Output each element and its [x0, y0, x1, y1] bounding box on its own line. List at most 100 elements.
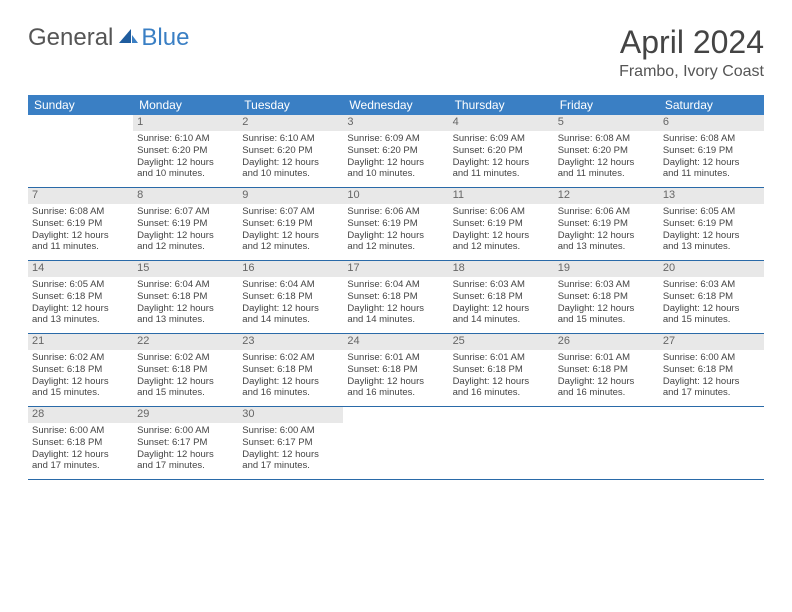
day-info-line: Sunset: 6:19 PM: [32, 218, 129, 230]
day-info-line: and 14 minutes.: [242, 314, 339, 326]
day-info-line: Sunrise: 6:00 AM: [137, 425, 234, 437]
day-number: 1: [133, 115, 238, 131]
day-info-line: and 11 minutes.: [453, 168, 550, 180]
day-cell: .: [28, 115, 133, 187]
day-info-line: Daylight: 12 hours: [663, 157, 760, 169]
day-info-line: and 11 minutes.: [663, 168, 760, 180]
day-cell: 19Sunrise: 6:03 AMSunset: 6:18 PMDayligh…: [554, 261, 659, 333]
week-row: 21Sunrise: 6:02 AMSunset: 6:18 PMDayligh…: [28, 334, 764, 407]
weekday-header-row: Sunday Monday Tuesday Wednesday Thursday…: [28, 95, 764, 115]
day-info-line: and 13 minutes.: [137, 314, 234, 326]
day-info-line: and 10 minutes.: [137, 168, 234, 180]
day-info-line: Sunrise: 6:02 AM: [242, 352, 339, 364]
day-info-line: Sunrise: 6:03 AM: [453, 279, 550, 291]
day-info-line: and 17 minutes.: [32, 460, 129, 472]
day-number: 5: [554, 115, 659, 131]
day-number: 21: [28, 334, 133, 350]
day-cell: 22Sunrise: 6:02 AMSunset: 6:18 PMDayligh…: [133, 334, 238, 406]
day-info-line: Sunrise: 6:10 AM: [242, 133, 339, 145]
weeks-container: .1Sunrise: 6:10 AMSunset: 6:20 PMDayligh…: [28, 115, 764, 480]
day-info-line: Daylight: 12 hours: [242, 157, 339, 169]
day-number: 23: [238, 334, 343, 350]
day-info-line: Daylight: 12 hours: [32, 449, 129, 461]
day-info-line: and 11 minutes.: [558, 168, 655, 180]
day-info-line: Daylight: 12 hours: [242, 449, 339, 461]
day-info-line: Daylight: 12 hours: [453, 303, 550, 315]
weekday-header: Thursday: [449, 95, 554, 115]
day-info-line: and 15 minutes.: [558, 314, 655, 326]
day-number: 8: [133, 188, 238, 204]
day-info-line: Daylight: 12 hours: [137, 303, 234, 315]
day-info-line: Sunset: 6:18 PM: [137, 291, 234, 303]
day-info-line: and 16 minutes.: [558, 387, 655, 399]
weekday-header: Friday: [554, 95, 659, 115]
day-cell: 14Sunrise: 6:05 AMSunset: 6:18 PMDayligh…: [28, 261, 133, 333]
day-info-line: and 14 minutes.: [453, 314, 550, 326]
day-info-line: and 12 minutes.: [242, 241, 339, 253]
day-cell: 27 Sunrise: 6:00 AMSunset: 6:18 PMDayligh…: [659, 334, 764, 406]
day-info-line: and 12 minutes.: [453, 241, 550, 253]
day-cell: 7Sunrise: 6:08 AMSunset: 6:19 PMDaylight…: [28, 188, 133, 260]
weekday-header: Wednesday: [343, 95, 448, 115]
day-number: 17: [343, 261, 448, 277]
day-info-line: and 13 minutes.: [663, 241, 760, 253]
day-info-line: Daylight: 12 hours: [663, 376, 760, 388]
day-cell: 3Sunrise: 6:09 AMSunset: 6:20 PMDaylight…: [343, 115, 448, 187]
day-cell: 21Sunrise: 6:02 AMSunset: 6:18 PMDayligh…: [28, 334, 133, 406]
week-row: 28Sunrise: 6:00 AMSunset: 6:18 PMDayligh…: [28, 407, 764, 480]
day-info-line: and 13 minutes.: [32, 314, 129, 326]
day-cell: .: [659, 407, 764, 479]
day-info-line: Sunset: 6:18 PM: [453, 291, 550, 303]
day-info-line: Daylight: 12 hours: [242, 230, 339, 242]
day-info-line: Sunrise: 6:07 AM: [137, 206, 234, 218]
day-info-line: Sunset: 6:20 PM: [558, 145, 655, 157]
logo-sail-icon: [117, 24, 139, 52]
day-info-line: and 13 minutes.: [558, 241, 655, 253]
day-number: 19: [554, 261, 659, 277]
day-info-line: Sunrise: 6:00 AM: [242, 425, 339, 437]
day-info-line: Sunset: 6:19 PM: [663, 218, 760, 230]
day-cell: 10Sunrise: 6:06 AMSunset: 6:19 PMDayligh…: [343, 188, 448, 260]
page-title: April 2024: [619, 24, 764, 61]
day-cell: 25Sunrise: 6:01 AMSunset: 6:18 PMDayligh…: [449, 334, 554, 406]
day-number: 27: [659, 334, 764, 350]
day-number: 25: [449, 334, 554, 350]
day-info-line: and 15 minutes.: [663, 314, 760, 326]
day-info-line: Daylight: 12 hours: [32, 230, 129, 242]
day-info-line: Daylight: 12 hours: [137, 376, 234, 388]
day-info-line: Daylight: 12 hours: [137, 449, 234, 461]
day-info-line: Daylight: 12 hours: [558, 157, 655, 169]
day-cell: 16Sunrise: 6:04 AMSunset: 6:18 PMDayligh…: [238, 261, 343, 333]
day-info-line: Sunrise: 6:00 AM: [663, 352, 760, 364]
day-info-line: Daylight: 12 hours: [663, 303, 760, 315]
day-cell: 2Sunrise: 6:10 AMSunset: 6:20 PMDaylight…: [238, 115, 343, 187]
day-cell: 5Sunrise: 6:08 AMSunset: 6:20 PMDaylight…: [554, 115, 659, 187]
day-info-line: Sunset: 6:18 PM: [242, 291, 339, 303]
day-info-line: Daylight: 12 hours: [347, 157, 444, 169]
day-info-line: Sunset: 6:18 PM: [663, 291, 760, 303]
day-info-line: Sunset: 6:19 PM: [453, 218, 550, 230]
day-cell: 20Sunrise: 6:03 AMSunset: 6:18 PMDayligh…: [659, 261, 764, 333]
day-info-line: and 12 minutes.: [137, 241, 234, 253]
day-info-line: Sunset: 6:18 PM: [453, 364, 550, 376]
day-info-line: Sunrise: 6:05 AM: [663, 206, 760, 218]
day-info-line: Daylight: 12 hours: [242, 303, 339, 315]
day-number: 12: [554, 188, 659, 204]
day-info-line: Sunset: 6:18 PM: [663, 364, 760, 376]
day-info-line: Sunrise: 6:00 AM: [32, 425, 129, 437]
day-info-line: Sunrise: 6:09 AM: [347, 133, 444, 145]
calendar: Sunday Monday Tuesday Wednesday Thursday…: [28, 95, 764, 480]
day-cell: 28Sunrise: 6:00 AMSunset: 6:18 PMDayligh…: [28, 407, 133, 479]
day-info-line: Sunrise: 6:06 AM: [347, 206, 444, 218]
day-info-line: Daylight: 12 hours: [347, 303, 444, 315]
day-cell: 8Sunrise: 6:07 AMSunset: 6:19 PMDaylight…: [133, 188, 238, 260]
week-row: 14Sunrise: 6:05 AMSunset: 6:18 PMDayligh…: [28, 261, 764, 334]
day-number: 13: [659, 188, 764, 204]
day-cell: 23Sunrise: 6:02 AMSunset: 6:18 PMDayligh…: [238, 334, 343, 406]
day-number: 3: [343, 115, 448, 131]
day-info-line: and 16 minutes.: [453, 387, 550, 399]
day-cell: 24Sunrise: 6:01 AMSunset: 6:18 PMDayligh…: [343, 334, 448, 406]
day-number: 4: [449, 115, 554, 131]
day-info-line: Sunrise: 6:02 AM: [137, 352, 234, 364]
day-info-line: and 12 minutes.: [347, 241, 444, 253]
